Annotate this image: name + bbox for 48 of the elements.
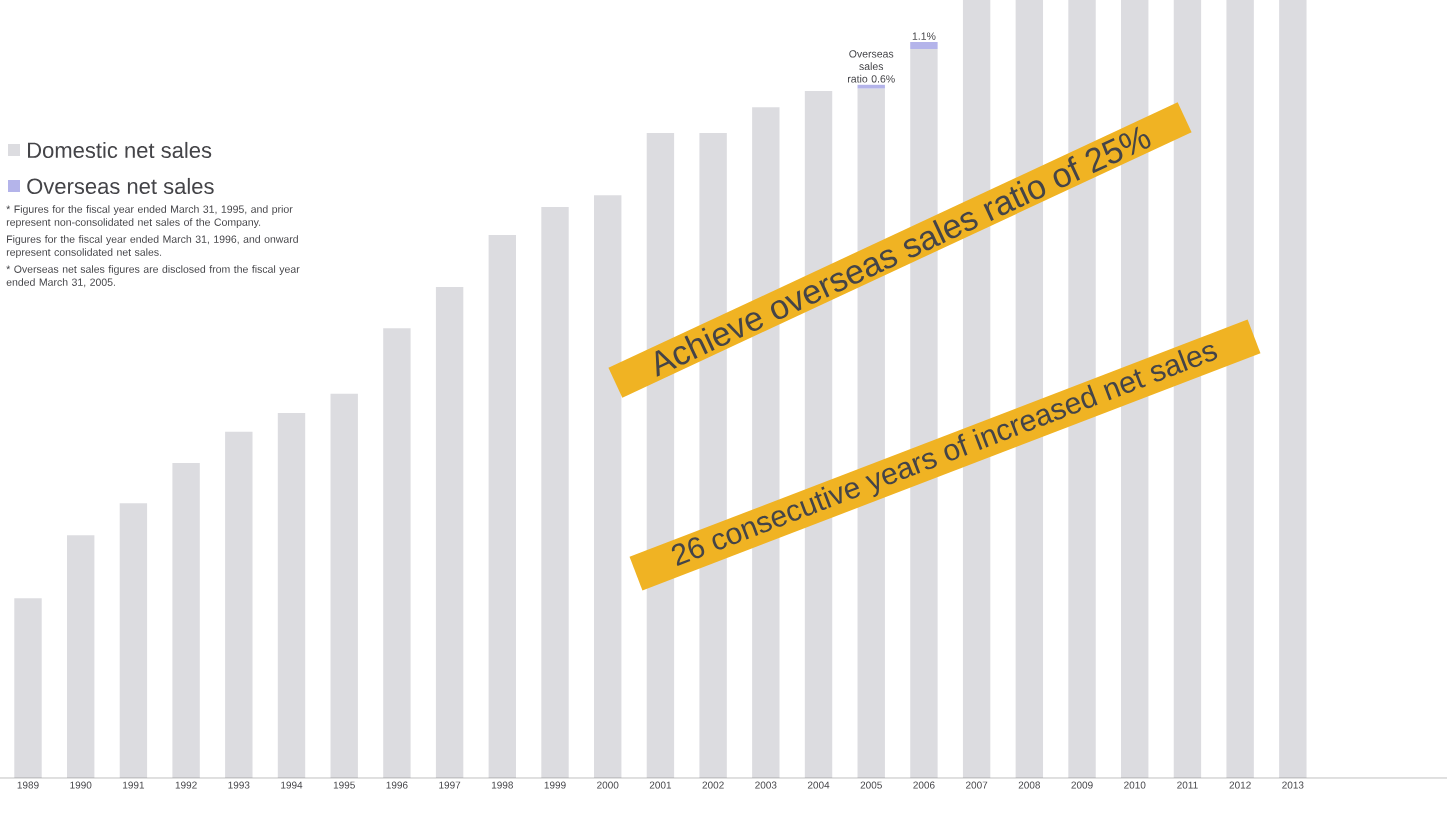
x-tick-label: 1991 [123, 781, 145, 789]
bar [330, 393, 358, 778]
x-tick-label: 1990 [70, 781, 92, 789]
x-tick-label: 1998 [491, 781, 513, 789]
x-tick-label: 1995 [333, 781, 355, 789]
annotation: * Figures for the fiscal year ended March 31, 1995, and prior represent non-consolidated net sales of the Company. [6, 205, 293, 228]
bar [594, 195, 622, 778]
bar [1279, 0, 1307, 778]
bar [172, 462, 200, 778]
x-tick-label: 1992 [175, 781, 197, 789]
annotation: Overseas sales ratio 0.6% [848, 50, 895, 83]
bar [14, 598, 42, 778]
x-tick-label: 2001 [649, 781, 672, 789]
x-tick-label: 2006 [913, 781, 935, 789]
bar [857, 84, 885, 89]
x-tick-label: 2011 [1177, 781, 1198, 789]
annotation: Figures for the fiscal year ended March 31, 1996, and onward represent consolidated net sales. [6, 235, 298, 258]
bar [910, 41, 938, 49]
x-tick-label: 2005 [860, 781, 882, 789]
x-tick-label: 1997 [439, 781, 461, 789]
bar [541, 206, 569, 778]
x-tick-label: 2004 [807, 781, 830, 789]
annotation: * Overseas net sales figures are disclosed from the fiscal year ended March 31, 2005. [6, 265, 300, 288]
x-tick-label: 1993 [228, 781, 250, 789]
x-tick-label: 2009 [1071, 781, 1093, 789]
x-tick-label: 1996 [386, 781, 408, 789]
x-tick-label: 2003 [755, 781, 777, 789]
legend-label: Overseas net sales [27, 177, 214, 195]
x-tick-label: 1999 [544, 781, 566, 789]
x-tick-label: 2013 [1282, 781, 1304, 789]
bar [119, 503, 148, 778]
bar [435, 287, 464, 778]
x-tick-label: 2002 [702, 781, 724, 789]
x-tick-label: 2000 [597, 781, 619, 789]
x-tick-label: 2010 [1124, 781, 1146, 789]
x-tick-label: 2007 [966, 781, 988, 789]
x-tick-label: 1994 [281, 781, 303, 789]
bar [67, 535, 95, 778]
bar [1226, 0, 1254, 778]
x-tick-label: 2008 [1018, 781, 1041, 789]
legend-label: Domestic net sales [28, 141, 212, 159]
bar [277, 413, 306, 778]
bar [383, 328, 411, 778]
bar [488, 234, 517, 778]
annotation: 1.1% [912, 32, 936, 40]
x-tick-label: 1989 [17, 781, 39, 789]
x-tick-label: 2012 [1229, 781, 1251, 789]
bar [225, 431, 253, 778]
